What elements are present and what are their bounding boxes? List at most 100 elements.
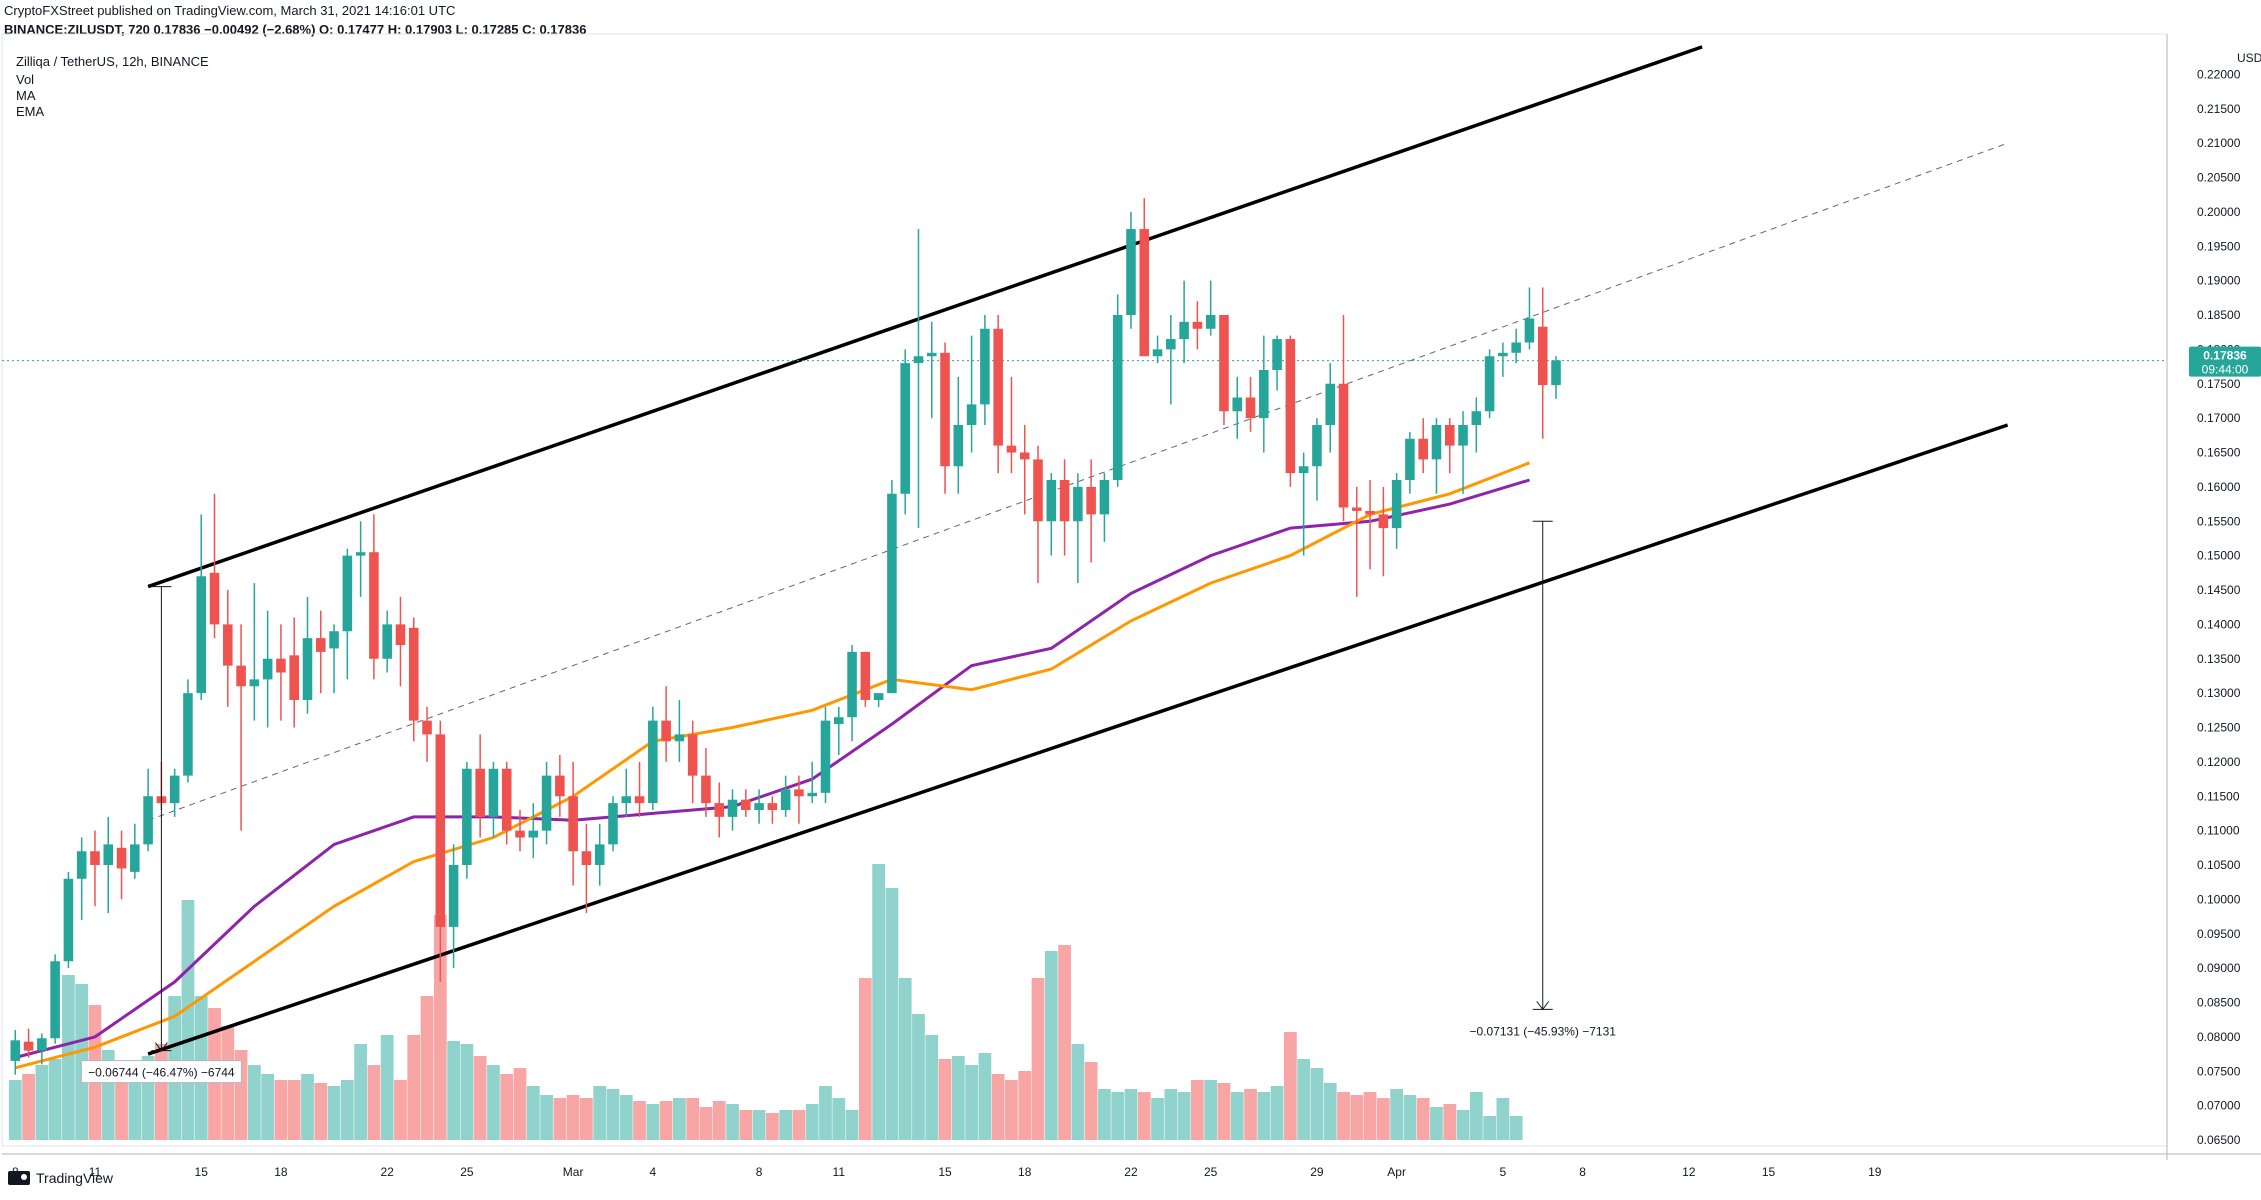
candle-body	[143, 796, 153, 845]
price-tick-label: 0.21000	[2197, 136, 2241, 150]
candle-body	[329, 631, 339, 649]
volume-bar	[832, 1098, 846, 1140]
candle-body	[1219, 315, 1229, 412]
legend-vol[interactable]: Vol	[16, 72, 35, 87]
candle-body	[1152, 349, 1163, 357]
candle-body	[408, 627, 419, 721]
candle-body	[1378, 514, 1389, 529]
candle-body	[767, 803, 778, 810]
volume-bar	[513, 1068, 527, 1140]
candle-body	[581, 851, 592, 865]
candle-body	[236, 665, 246, 687]
candle-body	[1112, 315, 1123, 480]
volume-bar	[699, 1107, 713, 1140]
candle-body	[1059, 480, 1070, 522]
candle-body	[23, 1041, 34, 1051]
candle-body	[1365, 510, 1375, 515]
candle-body	[833, 717, 844, 725]
volume-bar	[965, 1065, 978, 1140]
candle-body	[555, 775, 565, 797]
price-tick-label: 0.18500	[2197, 308, 2241, 322]
volume-bar	[978, 1053, 992, 1140]
candle-body	[687, 734, 698, 776]
candle-body	[528, 830, 539, 838]
volume-bar	[274, 1080, 288, 1140]
candle-body	[1338, 383, 1349, 508]
volume-bar	[181, 900, 195, 1140]
measure-label: −0.06744 (−46.47%) −6744	[88, 1066, 235, 1080]
volume-bar	[460, 1044, 474, 1140]
time-tick-label: 25	[1204, 1165, 1218, 1179]
symbol-title[interactable]: Zilliqa / TetherUS, 12h, BINANCE	[16, 54, 209, 69]
candle-body	[966, 404, 977, 425]
candle-body	[10, 1040, 21, 1061]
footer-brand: TradingView	[36, 1170, 114, 1186]
legend-ema[interactable]: EMA	[16, 104, 45, 119]
candle-body	[847, 651, 857, 718]
volume-bar	[1044, 951, 1058, 1140]
price-tick-label: 0.12500	[2197, 721, 2241, 735]
candle-body	[940, 352, 950, 467]
volume-bar	[367, 1065, 381, 1140]
candle-body	[1352, 507, 1362, 511]
candle-body	[1019, 452, 1030, 460]
volume-bar	[912, 1014, 925, 1140]
channel-lower-line	[147, 423, 2009, 1056]
tradingview-footer[interactable]: TradingView	[8, 1170, 113, 1186]
volume-bar	[686, 1098, 700, 1140]
price-tick-label: 0.11000	[2197, 824, 2240, 838]
volume-bar	[1270, 1086, 1284, 1140]
volume-bar	[646, 1104, 660, 1140]
volume-bar	[1005, 1080, 1018, 1140]
candle-body	[315, 638, 326, 652]
candle-body	[953, 425, 964, 467]
candle-body	[1046, 480, 1057, 522]
ema-line	[14, 461, 1531, 1070]
volume-bar	[819, 1086, 832, 1140]
candle-body	[1537, 326, 1548, 386]
legend-ma[interactable]: MA	[16, 88, 36, 103]
price-tick-label: 0.13000	[2197, 686, 2241, 700]
candle-body	[1431, 425, 1442, 460]
volume-bar	[739, 1110, 753, 1140]
last-price-value: 0.17836	[2203, 349, 2247, 363]
candle-body	[76, 851, 87, 879]
candle-body	[541, 775, 552, 831]
candle-body	[1033, 459, 1043, 522]
price-unit-label: USDT	[2237, 51, 2261, 65]
volume-bar	[606, 1089, 620, 1140]
candle-body	[1232, 397, 1243, 412]
volume-bar	[792, 1110, 806, 1140]
volume-bar	[1496, 1098, 1510, 1140]
volume-bar	[380, 1035, 394, 1140]
time-tick-label: 15	[195, 1165, 209, 1179]
price-tick-label: 0.15500	[2197, 514, 2241, 528]
candle-body	[37, 1038, 47, 1051]
candle-body	[1325, 383, 1336, 425]
price-tick-label: 0.07000	[2197, 1099, 2241, 1113]
candle-body	[90, 851, 100, 865]
price-tick-label: 0.17500	[2197, 377, 2241, 391]
candle-body	[1179, 321, 1189, 340]
candle-body	[488, 768, 499, 817]
time-tick-label: 4	[649, 1165, 656, 1179]
measure-arrow-icon	[1536, 1001, 1550, 1011]
volume-bar	[22, 1074, 35, 1140]
last-price-badge	[2189, 346, 2261, 377]
candle-body	[50, 961, 60, 1039]
price-tick-label: 0.19500	[2197, 239, 2241, 253]
volume-bar	[752, 1110, 766, 1140]
candle-body	[355, 552, 366, 556]
volume-bar	[1509, 1116, 1523, 1140]
candle-body	[1086, 486, 1096, 515]
price-tick-label: 0.06500	[2197, 1133, 2241, 1147]
volume-bar	[1456, 1110, 1470, 1140]
volume-bar	[1204, 1080, 1218, 1140]
volume-bar	[1244, 1089, 1257, 1140]
volume-bar	[128, 1080, 142, 1140]
volume-bar	[951, 1056, 965, 1140]
candle-body	[382, 624, 392, 659]
candle-body	[701, 775, 711, 804]
volume-bar	[115, 1074, 128, 1140]
